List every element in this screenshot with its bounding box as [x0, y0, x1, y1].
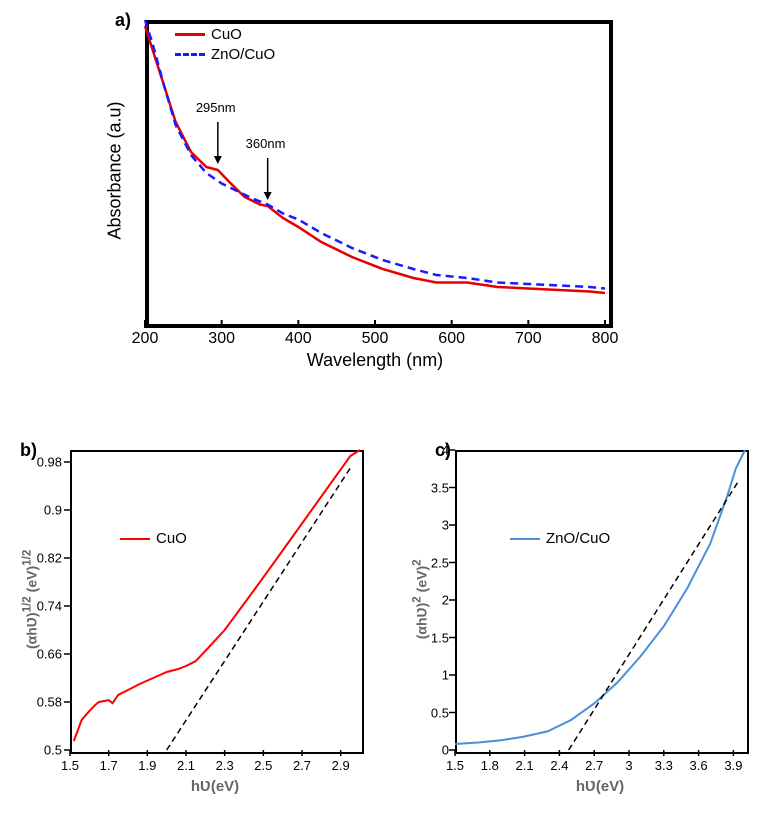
panel-c-ytick: 0.5 [423, 705, 449, 720]
panel-c-xtick: 2.1 [516, 758, 534, 773]
panel-c-ytick: 3.5 [423, 480, 449, 495]
panel-c-xtick: 3.6 [690, 758, 708, 773]
panel-c-ytick: 4 [423, 443, 449, 458]
panel-c-ytick: 1.5 [423, 630, 449, 645]
panel-c-xtick: 1.8 [481, 758, 499, 773]
panel-c-xtick: 3.3 [655, 758, 673, 773]
panel-c-xtick: 2.4 [550, 758, 568, 773]
panel-c-xtick: 1.5 [446, 758, 464, 773]
panel-c-ytick: 3 [423, 518, 449, 533]
panel-c-svg [0, 0, 771, 818]
panel-c-xlabel: hƲ(eV) [560, 778, 640, 795]
panel-c-xtick: 3 [625, 758, 632, 773]
panel-c-legend-item: ZnO/CuO [510, 530, 610, 547]
legend-text: ZnO/CuO [546, 530, 610, 547]
panel-c-xtick: 3.9 [724, 758, 742, 773]
panel-c-ytick: 0 [423, 743, 449, 758]
panel-c-ytick: 1 [423, 668, 449, 683]
panel-c-xtick: 2.7 [585, 758, 603, 773]
panel-c-ytick: 2 [423, 593, 449, 608]
figure-root: a) Wavelength (nm) Absorbance (a.u) CuOZ… [0, 0, 771, 818]
panel-c-ytick: 2.5 [423, 555, 449, 570]
